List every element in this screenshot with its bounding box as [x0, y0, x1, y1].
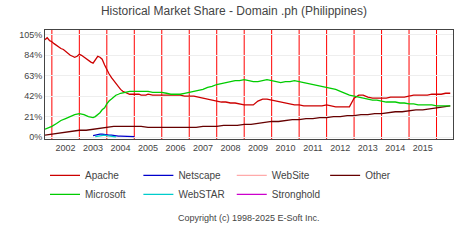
svg-text:Apache: Apache: [85, 170, 119, 181]
svg-text:105%: 105%: [19, 30, 42, 40]
svg-text:WebSite: WebSite: [272, 170, 310, 181]
svg-text:2010: 2010: [275, 143, 295, 153]
svg-text:84%: 84%: [24, 50, 42, 60]
svg-text:2004: 2004: [111, 143, 131, 153]
svg-text:2002: 2002: [56, 143, 76, 153]
svg-text:42%: 42%: [24, 91, 42, 101]
svg-text:2003: 2003: [83, 143, 103, 153]
svg-text:21%: 21%: [24, 112, 42, 122]
svg-text:2011: 2011: [303, 143, 322, 153]
svg-text:WebSTAR: WebSTAR: [178, 189, 224, 200]
svg-text:Copyright (c) 1998-2025 E-Soft: Copyright (c) 1998-2025 E-Soft Inc.: [178, 213, 320, 223]
svg-text:2012: 2012: [330, 143, 350, 153]
svg-text:Historical Market Share - Doma: Historical Market Share - Domain .ph (Ph…: [101, 4, 367, 18]
svg-text:Netscape: Netscape: [178, 170, 221, 181]
svg-text:2008: 2008: [220, 143, 240, 153]
svg-text:2007: 2007: [193, 143, 213, 153]
svg-text:2015: 2015: [413, 143, 433, 153]
svg-text:2014: 2014: [385, 143, 405, 153]
svg-text:2013: 2013: [358, 143, 378, 153]
svg-text:Other: Other: [365, 170, 391, 181]
svg-text:63%: 63%: [24, 71, 42, 81]
svg-text:Microsoft: Microsoft: [85, 189, 126, 200]
svg-text:2006: 2006: [165, 143, 185, 153]
svg-text:0%: 0%: [29, 132, 42, 142]
svg-text:2009: 2009: [248, 143, 268, 153]
svg-text:2005: 2005: [138, 143, 158, 153]
svg-text:Stronghold: Stronghold: [272, 189, 320, 200]
